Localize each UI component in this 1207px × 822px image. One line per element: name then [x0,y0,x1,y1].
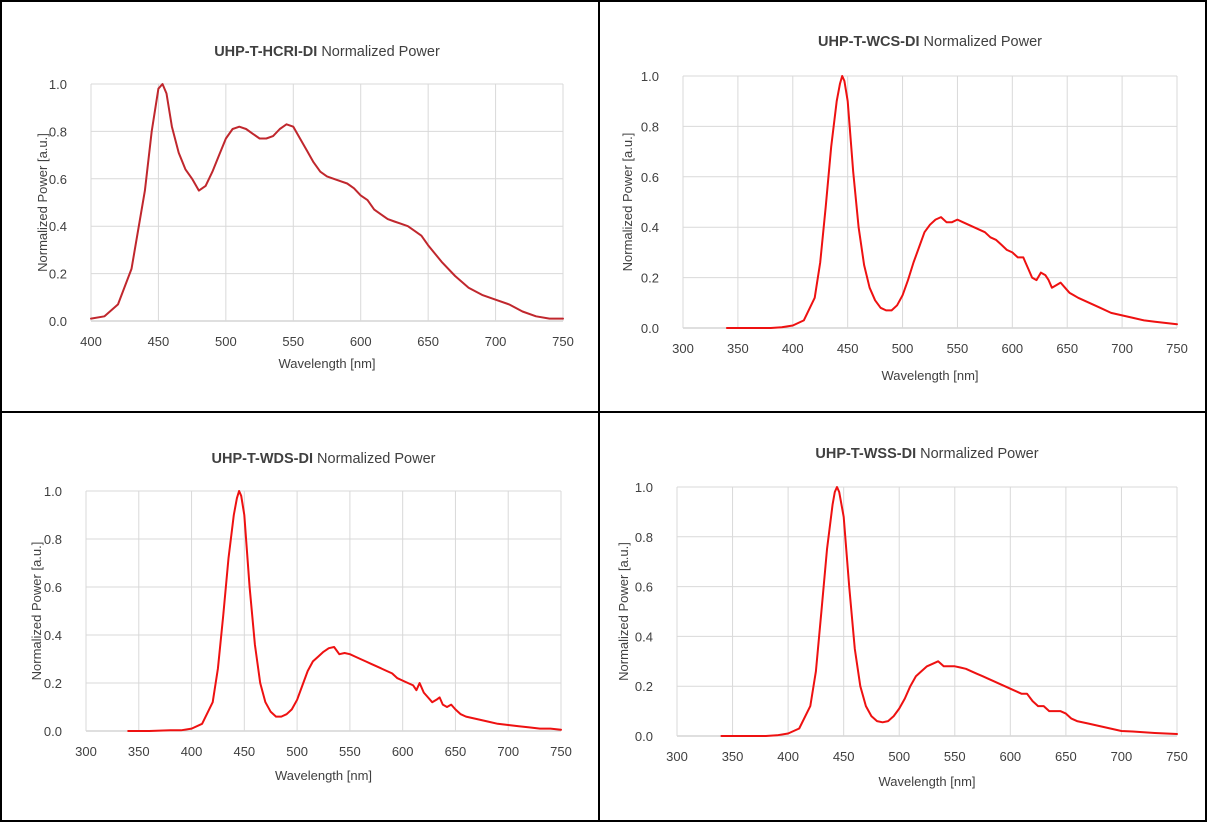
chart2-series-line-0 [725,75,1178,329]
chart3-ytick-label: 0.0 [44,724,62,739]
chart4-yaxis-label: Normalized Power [a.u.] [616,542,631,681]
chart4-xtick-label: 750 [1166,749,1188,764]
chart2-title-suffix: Normalized Power [920,34,1043,50]
chart1-ytick-label: 0.2 [49,267,67,282]
chart4-xaxis-label: Wavelength [nm] [878,774,975,789]
chart1-xtick-label: 700 [485,334,507,349]
chart3-xtick-label: 650 [445,744,467,759]
chart2-ytick-label: 0.6 [641,170,659,185]
chart2-title-model: UHP-T-WCS-DI [818,34,920,50]
chart4-title: UHP-T-WSS-DI Normalized Power [815,446,1038,462]
border-top [0,0,1207,2]
chart3-xtick-label: 500 [286,744,308,759]
chart4-xtick-label: 700 [1111,749,1133,764]
chart1-yaxis-label: Normalized Power [a.u.] [35,133,50,272]
chart3-title-model: UHP-T-WDS-DI [212,451,314,467]
chart3-xtick-label: 600 [392,744,414,759]
chart4-xtick-label: 550 [944,749,966,764]
chart3-series-line-0 [127,490,562,732]
chart1-title-suffix: Normalized Power [317,44,440,60]
chart3-xtick-label: 400 [181,744,203,759]
chart2-ytick-label: 0.0 [641,321,659,336]
chart4-xtick-label: 300 [666,749,688,764]
chart1-ytick-label: 0.6 [49,172,67,187]
chart2-ytick-label: 0.2 [641,271,659,286]
chart2-xtick-label: 600 [1001,341,1023,356]
chart4-series-line-0 [720,486,1178,737]
chart4-ytick-label: 0.2 [635,679,653,694]
chart3-title: UHP-T-WDS-DI Normalized Power [212,451,436,467]
chart3-ytick-label: 0.2 [44,676,62,691]
chart3-title-suffix: Normalized Power [313,451,436,467]
chart1-xtick-label: 750 [552,334,574,349]
chart1-ytick-label: 0.4 [49,219,67,234]
chart2-ytick-label: 0.8 [641,119,659,134]
chart4-ytick-label: 0.6 [635,580,653,595]
chart3-ytick-label: 0.4 [44,628,62,643]
border-middle-horizontal [0,411,1207,413]
chart4-title-suffix: Normalized Power [916,446,1039,462]
chart4-xtick-label: 400 [777,749,799,764]
chart4-xtick-label: 650 [1055,749,1077,764]
chart2-ytick-label: 1.0 [641,69,659,84]
chart4-ytick-label: 0.4 [635,629,653,644]
chart4-xtick-label: 350 [722,749,744,764]
border-bottom [0,820,1207,822]
chart2-xtick-label: 550 [947,341,969,356]
chart4-xtick-label: 450 [833,749,855,764]
chart2-yaxis-label: Normalized Power [a.u.] [620,133,635,272]
chart3-xtick-label: 700 [497,744,519,759]
chart4-title-model: UHP-T-WSS-DI [815,446,916,462]
chart3-xtick-label: 350 [128,744,150,759]
chart1-xaxis-label: Wavelength [nm] [278,356,375,371]
chart3-xtick-label: 550 [339,744,361,759]
chart2-xtick-label: 650 [1056,341,1078,356]
chart2-xaxis-label: Wavelength [nm] [881,368,978,383]
chart1-xtick-label: 450 [148,334,170,349]
chart1-ytick-label: 1.0 [49,77,67,92]
chart1-title-model: UHP-T-HCRI-DI [214,44,317,60]
chart1-title: UHP-T-HCRI-DI Normalized Power [214,44,440,60]
chart3-xaxis-label: Wavelength [nm] [275,768,372,783]
chart2-xtick-label: 350 [727,341,749,356]
chart2-xtick-label: 450 [837,341,859,356]
chart4-xtick-label: 600 [999,749,1021,764]
chart3-yaxis-label: Normalized Power [a.u.] [29,542,44,681]
chart2-xtick-label: 500 [892,341,914,356]
chart3-ytick-label: 0.6 [44,580,62,595]
chart4-ytick-label: 0.8 [635,530,653,545]
chart4-ytick-label: 1.0 [635,480,653,495]
chart1-series-line-0 [90,83,564,320]
chart1-xtick-label: 400 [80,334,102,349]
chart3-xtick-label: 450 [233,744,255,759]
chart1-xtick-label: 500 [215,334,237,349]
chart2-title: UHP-T-WCS-DI Normalized Power [818,34,1042,50]
chart2-ytick-label: 0.4 [641,220,659,235]
chart1-ytick-label: 0.0 [49,314,67,329]
chart1-xtick-label: 550 [282,334,304,349]
chart3-xtick-label: 300 [75,744,97,759]
chart3-xtick-label: 750 [550,744,572,759]
chart2-xtick-label: 400 [782,341,804,356]
chart2-xtick-label: 750 [1166,341,1188,356]
chart4-ytick-label: 0.0 [635,729,653,744]
chart2-xtick-label: 700 [1111,341,1133,356]
chart1-xtick-label: 650 [417,334,439,349]
chart1-ytick-label: 0.8 [49,124,67,139]
chart3-ytick-label: 1.0 [44,484,62,499]
chart3-ytick-label: 0.8 [44,532,62,547]
chart2-xtick-label: 300 [672,341,694,356]
chart1-xtick-label: 600 [350,334,372,349]
chart4-xtick-label: 500 [888,749,910,764]
